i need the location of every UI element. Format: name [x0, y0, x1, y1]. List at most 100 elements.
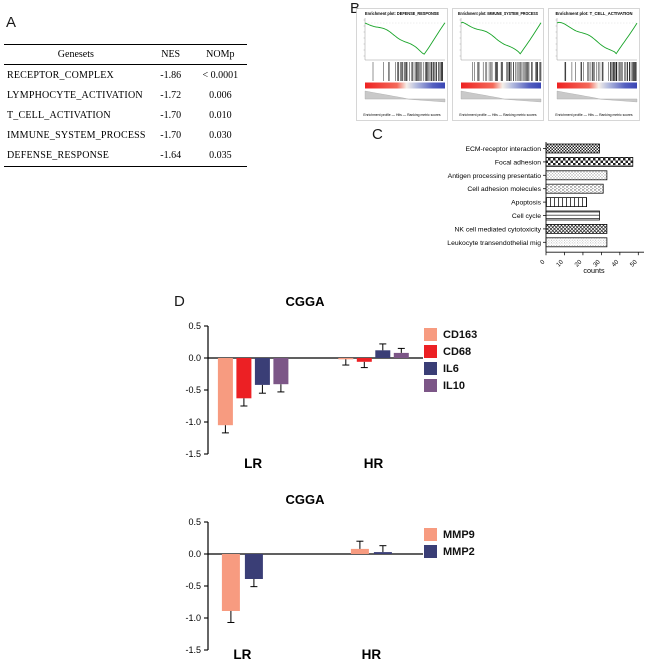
y-tick-label: 0.0 — [188, 549, 201, 559]
gsea-plot-defense-response: Enrichment plot: DEFENSE_RESPONSE Enrichm… — [356, 8, 448, 121]
geneset-name: IMMUNE_SYSTEM_PROCESS — [7, 130, 146, 142]
bar-cell-cycle — [545, 210, 600, 221]
panel-d-label: D — [174, 293, 185, 310]
bar-mmp2-hr — [373, 552, 392, 554]
bar-cd68-hr — [356, 358, 372, 362]
table-header-row: Genesets NES NOMp — [4, 44, 247, 65]
geneset-name: LYMPHOCYTE_ACTIVATION — [7, 89, 143, 101]
gsea-title: Enrichment plot: IMMUNE_SYSTEM_PROCESS — [458, 11, 538, 16]
col-nomp: NOMp — [193, 44, 247, 65]
y-tick-label: -0.5 — [185, 385, 201, 395]
y-tick-label: 0.0 — [188, 353, 201, 363]
table-row: RECEPTOR_COMPLEX -1.86 < 0.0001 — [4, 65, 247, 86]
bar-apoptosis — [545, 197, 587, 207]
nes-value: -1.72 — [160, 89, 182, 101]
ranking-metric-area — [556, 90, 638, 103]
nes-value: -1.70 — [160, 109, 182, 121]
category-label: Cell adhesion molecules — [467, 186, 541, 193]
col-genesets: Genesets — [4, 44, 148, 65]
category-label: ECM-receptor interaction — [465, 146, 541, 153]
legend-item-cd163: CD163 — [424, 328, 477, 341]
x-axis-label: counts — [583, 266, 605, 275]
x-tick-label: 0 — [539, 258, 547, 266]
category-label: Leukocyte transendothelial mig — [447, 240, 541, 247]
chart-title: CGGA — [286, 294, 326, 309]
y-tick-label: -0.5 — [185, 581, 201, 591]
y-tick-label: -1.5 — [185, 449, 201, 459]
ranking-metric-area — [364, 90, 446, 103]
legend-swatch — [424, 345, 437, 358]
legend-label: IL10 — [443, 379, 466, 392]
phenotype-gradient-bar — [461, 82, 541, 89]
legend-item-mmp2: MMP2 — [424, 545, 475, 558]
col-nes: NES — [147, 44, 194, 65]
gsea-legend-text: Enrichment profile — Hits — Ranking metr… — [363, 113, 441, 117]
x-tick-label: 20 — [574, 258, 584, 268]
bar-il10-lr — [273, 358, 289, 385]
bar-cd163-hr — [338, 358, 354, 360]
nomp-value: 0.010 — [209, 109, 232, 121]
gsea-plot-immune-system-process: Enrichment plot: IMMUNE_SYSTEM_PROCESS En… — [452, 8, 544, 121]
cgga-mmp-chart: CGGA 0.5 0.0 -0.5 -1.0 -1.5 LR HR — [185, 492, 423, 662]
legend-label: IL6 — [443, 362, 459, 375]
legend-label: MMP2 — [443, 545, 475, 558]
chart-title: CGGA — [286, 492, 326, 507]
bar-antigen-processing-presentatio — [545, 170, 608, 181]
legend-swatch — [424, 362, 437, 375]
legend-label: CD163 — [443, 328, 478, 341]
gsea-title: Enrichment plot: DEFENSE_RESPONSE — [365, 11, 439, 16]
y-tick-label: -1.5 — [185, 645, 201, 655]
legend-item-il10: IL10 — [424, 379, 477, 392]
legend-swatch — [424, 328, 437, 341]
y-tick-label: 0.5 — [188, 517, 201, 527]
legend-swatch — [424, 545, 437, 558]
enrichment-curve — [556, 21, 638, 55]
panel-b-label: B — [350, 0, 361, 17]
phenotype-gradient-bar — [557, 82, 637, 89]
gsea-legend-text: Enrichment profile — Hits — Ranking metr… — [555, 113, 633, 117]
bar-cell-adhesion-molecules — [545, 183, 604, 194]
pathway-counts-chart: ECM-receptor interaction Focal adhesion An… — [447, 142, 644, 275]
gsea-title: Enrichment plot: T_CELL_ACTIVATION — [556, 11, 633, 16]
bar-mmp9-hr — [350, 548, 369, 554]
geneset-name: DEFENSE_RESPONSE — [7, 150, 110, 162]
y-tick-label: -1.0 — [185, 417, 201, 427]
enrichment-curve — [364, 22, 446, 55]
category-label: Antigen processing presentatio — [448, 173, 542, 180]
bar-ecm-receptor-interaction — [545, 143, 600, 154]
bar-mmp2-lr — [244, 554, 263, 579]
group-label: LR — [233, 647, 251, 662]
bar-il10-hr — [393, 352, 409, 358]
y-tick-label: -1.0 — [185, 613, 201, 623]
bar-nk-cell-mediated-cytotoxicity — [545, 224, 608, 234]
category-label: Cell cycle — [512, 213, 541, 220]
cgga-markers-legend: CD163 CD68 IL6 IL10 — [424, 328, 477, 392]
x-tick-label: 50 — [629, 258, 639, 268]
bar-focal-adhesion — [545, 156, 634, 167]
nes-value: -1.70 — [160, 130, 182, 142]
legend-label: CD68 — [443, 345, 472, 358]
category-label: Apoptosis — [511, 200, 541, 207]
nomp-value: 0.035 — [209, 150, 232, 162]
bar-il6-lr — [254, 358, 270, 385]
legend-swatch — [424, 379, 437, 392]
category-label: NK cell mediated cytotoxicity — [454, 226, 541, 233]
panel-c-label: C — [372, 126, 383, 143]
nomp-value: 0.006 — [209, 89, 232, 101]
gsea-frame — [452, 8, 544, 121]
panel-a-label: A — [6, 14, 17, 31]
ranking-metric-area — [460, 90, 542, 103]
table-row: LYMPHOCYTE_ACTIVATION -1.72 0.006 — [4, 85, 247, 105]
cgga-markers-chart: CGGA 0.5 0.0 -0.5 -1.0 -1.5 LR HR — [185, 294, 423, 471]
group-label: LR — [244, 456, 262, 471]
enrichment-curve — [460, 21, 542, 55]
gsea-frame — [548, 8, 640, 121]
bar-cd68-lr — [236, 358, 252, 399]
group-label: HR — [362, 647, 382, 662]
legend-item-cd68: CD68 — [424, 345, 477, 358]
table-row: IMMUNE_SYSTEM_PROCESS -1.70 0.030 — [4, 126, 247, 146]
table-row: DEFENSE_RESPONSE -1.64 0.035 — [4, 146, 247, 167]
group-label: HR — [364, 456, 384, 471]
nes-value: -1.64 — [160, 150, 182, 162]
